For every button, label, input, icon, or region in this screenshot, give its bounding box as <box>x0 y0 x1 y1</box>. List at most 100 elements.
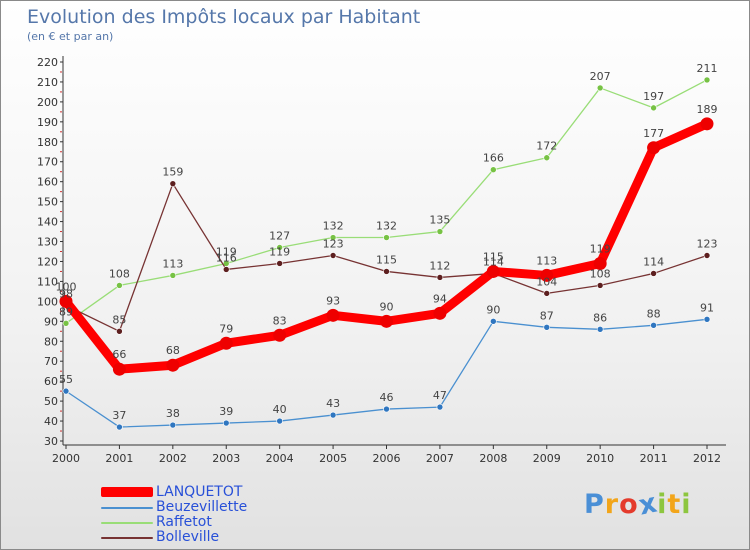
y-tick-label: 220 <box>37 56 58 69</box>
data-label-beuzevillette: 88 <box>647 307 661 320</box>
data-point-lanquetot <box>326 308 340 322</box>
x-tick-label: 2003 <box>212 452 240 465</box>
data-label-raffetot: 113 <box>162 257 183 270</box>
y-tick-label: 130 <box>37 236 58 249</box>
data-point-bolleville <box>703 252 711 259</box>
data-label-bolleville: 108 <box>590 267 611 280</box>
data-label-lanquetot: 94 <box>433 292 447 305</box>
data-point-bolleville <box>116 327 123 335</box>
y-tick-label: 90 <box>44 315 58 328</box>
legend-swatch-raffetot <box>101 522 153 524</box>
data-label-lanquetot: 83 <box>273 314 287 327</box>
data-label-bolleville: 116 <box>216 251 237 264</box>
data-point-bolleville <box>276 260 283 267</box>
data-point-beuzevillette <box>329 411 337 419</box>
data-point-lanquetot <box>647 141 661 155</box>
logo-letter: o <box>619 489 639 520</box>
data-label-beuzevillette: 91 <box>700 301 714 314</box>
data-point-raffetot <box>383 234 390 241</box>
data-label-beuzevillette: 47 <box>433 389 447 402</box>
legend-swatch-beuzevillette <box>101 507 153 509</box>
x-tick-label: 2010 <box>586 452 614 465</box>
data-label-bolleville: 98 <box>59 287 73 300</box>
y-tick-label: 190 <box>37 116 58 129</box>
data-label-beuzevillette: 37 <box>112 409 126 422</box>
proxiti-logo: Proxiti <box>584 487 692 521</box>
data-point-lanquetot <box>540 268 554 282</box>
series-line-lanquetot <box>61 119 712 374</box>
data-point-beuzevillette <box>543 323 551 331</box>
data-point-lanquetot <box>166 358 180 372</box>
data-point-lanquetot <box>273 328 287 342</box>
data-label-raffetot: 166 <box>483 152 504 165</box>
data-point-bolleville <box>383 268 390 275</box>
y-tick-label: 200 <box>37 96 58 109</box>
data-point-raffetot <box>703 76 711 84</box>
data-label-lanquetot: 93 <box>326 294 340 307</box>
data-point-raffetot <box>62 320 70 327</box>
data-point-lanquetot <box>59 294 73 308</box>
data-point-raffetot <box>169 272 177 279</box>
x-tick-label: 2008 <box>479 452 507 465</box>
legend-swatch-lanquetot <box>101 487 153 497</box>
data-point-lanquetot <box>433 306 447 320</box>
data-label-bolleville: 104 <box>536 275 557 288</box>
x-tick-label: 2007 <box>426 452 454 465</box>
data-point-bolleville <box>596 282 604 289</box>
y-tick-label: 100 <box>37 295 58 308</box>
y-tick-label: 150 <box>37 196 58 209</box>
x-tick-label: 2001 <box>105 452 133 465</box>
data-point-beuzevillette <box>650 322 657 329</box>
data-point-beuzevillette <box>596 325 604 333</box>
y-tick-label: 170 <box>37 156 58 169</box>
data-label-raffetot: 197 <box>643 90 664 103</box>
data-label-lanquetot: 177 <box>643 127 664 140</box>
data-label-bolleville: 123 <box>697 237 718 250</box>
data-label-bolleville: 85 <box>112 313 126 326</box>
x-tick-label: 2009 <box>533 452 561 465</box>
data-label-bolleville: 112 <box>429 259 450 272</box>
y-tick-label: 50 <box>44 395 58 408</box>
data-label-beuzevillette: 43 <box>326 397 340 410</box>
x-tick-label: 2005 <box>319 452 347 465</box>
data-label-raffetot: 211 <box>697 62 718 75</box>
logo-letter: i <box>681 489 692 520</box>
y-tick-label: 160 <box>37 176 58 189</box>
y-tick-label: 180 <box>37 136 58 149</box>
logo-letter: t <box>667 489 682 520</box>
logo-letter: i <box>657 489 668 520</box>
data-point-beuzevillette <box>116 423 123 431</box>
data-point-raffetot <box>490 166 497 174</box>
data-label-raffetot: 135 <box>429 214 450 227</box>
data-label-beuzevillette: 40 <box>273 403 287 416</box>
chart-axes: 3040506070809010011012013014015016017018… <box>37 56 726 465</box>
data-label-bolleville: 114 <box>483 255 504 268</box>
legend-swatch-bolleville <box>101 537 153 539</box>
data-point-raffetot <box>276 244 283 251</box>
data-label-raffetot: 127 <box>269 230 290 243</box>
data-point-raffetot <box>329 234 337 241</box>
data-label-lanquetot: 66 <box>112 348 126 361</box>
data-label-raffetot: 132 <box>376 220 397 233</box>
data-point-beuzevillette <box>276 417 283 425</box>
data-label-beuzevillette: 55 <box>59 373 73 386</box>
data-point-bolleville <box>329 252 337 259</box>
data-label-lanquetot: 119 <box>590 242 611 255</box>
data-label-bolleville: 114 <box>643 255 664 268</box>
logo-letter: P <box>584 489 605 520</box>
y-tick-label: 120 <box>37 255 58 268</box>
x-tick-label: 2000 <box>52 452 80 465</box>
y-tick-label: 140 <box>37 216 58 229</box>
data-point-beuzevillette <box>169 421 177 429</box>
chart-title: Evolution des Impôts locaux par Habitant <box>27 6 421 28</box>
y-tick-label: 110 <box>37 275 58 288</box>
data-label-lanquetot: 68 <box>166 344 180 357</box>
data-point-raffetot <box>436 228 444 235</box>
data-label-bolleville: 119 <box>269 245 290 258</box>
series-line-raffetot <box>65 79 708 324</box>
data-point-lanquetot <box>700 117 714 131</box>
data-label-lanquetot: 100 <box>56 280 77 293</box>
data-label-lanquetot: 115 <box>483 250 504 263</box>
data-label-beuzevillette: 46 <box>380 391 394 404</box>
